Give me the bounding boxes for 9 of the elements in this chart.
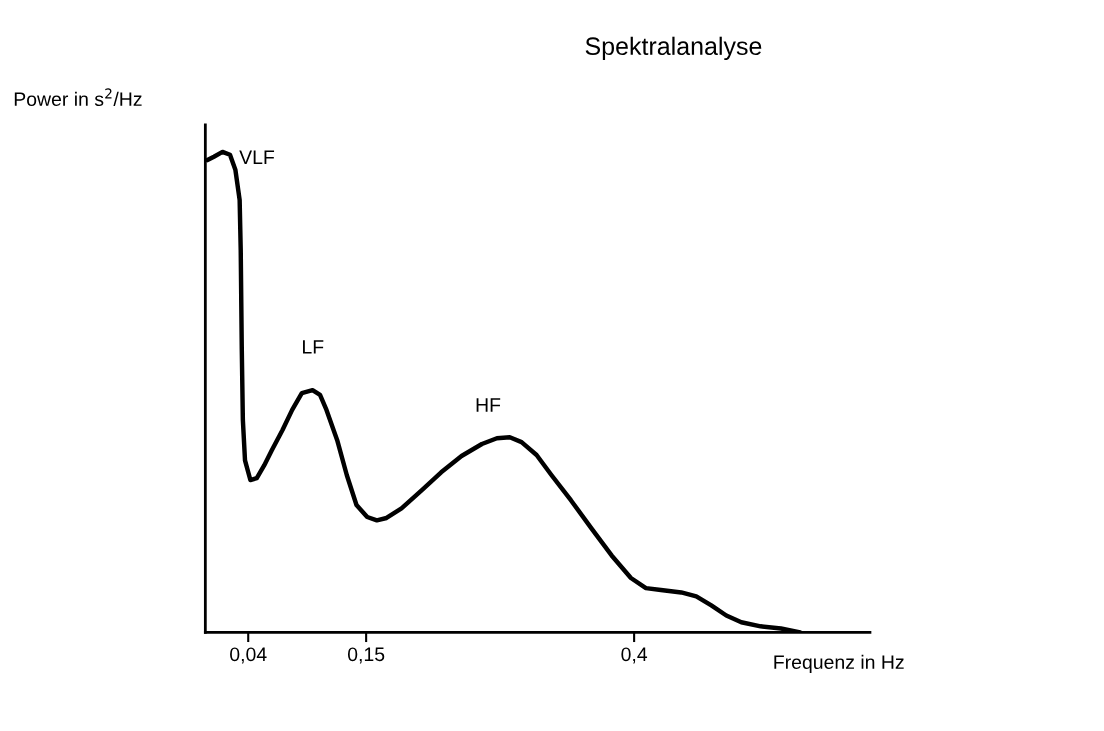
x-tick-label: 0,04: [230, 647, 267, 664]
annotation: VLF: [239, 150, 275, 164]
x-tick-label: 0,15: [347, 647, 385, 664]
annotation: HF: [476, 398, 501, 412]
chart-title: Spektralanalyse: [585, 36, 762, 61]
x-tick-label: 0,4: [621, 647, 648, 664]
annotation: LF: [303, 340, 324, 354]
y-axis-title: Power in s$^{2}$/Hz: [14, 88, 142, 107]
x-axis-title: Frequenz in Hz: [774, 654, 904, 673]
